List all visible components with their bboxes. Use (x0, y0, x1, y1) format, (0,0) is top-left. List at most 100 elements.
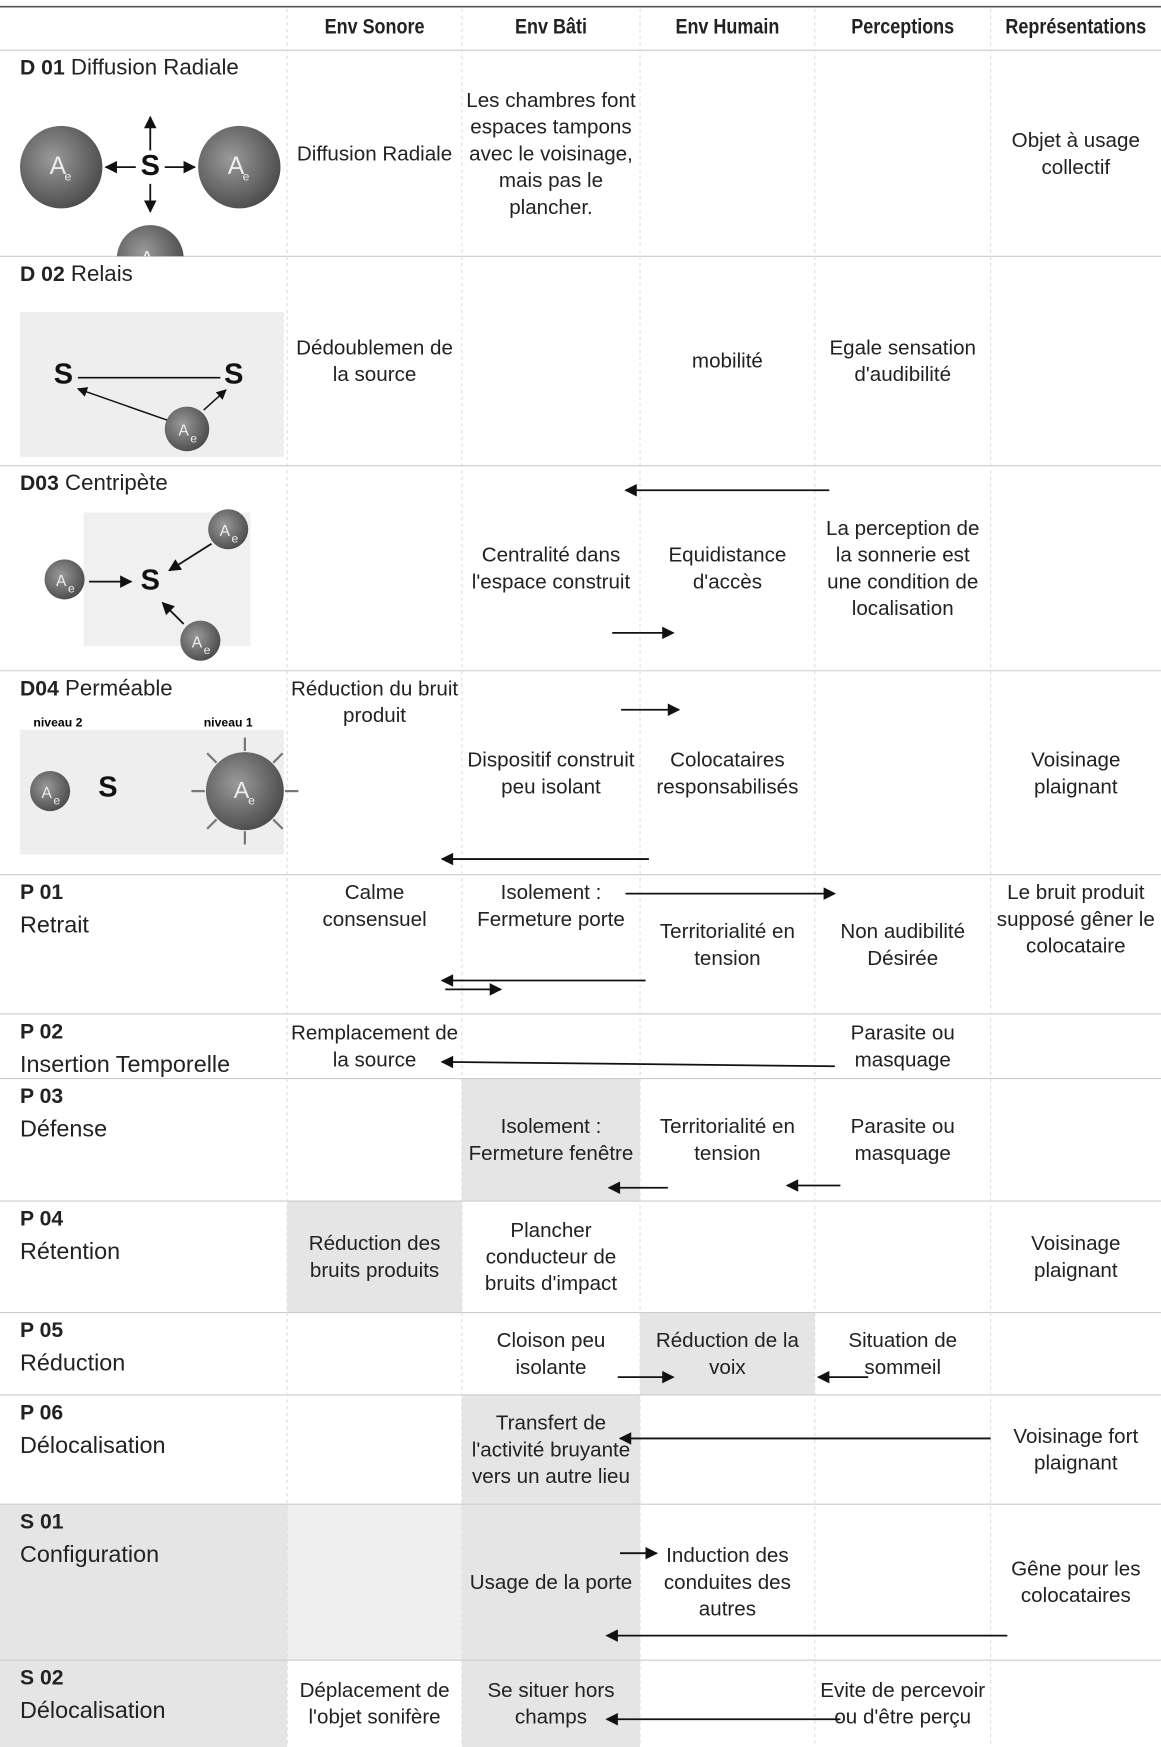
receiver-sub: e (64, 169, 71, 183)
cell-text: Plancher conducteur de bruits d'impact (484, 1217, 618, 1295)
receiver-sub: e (190, 431, 197, 445)
cell-text: Equidistance d'accès (668, 542, 787, 593)
row-label: D04 Perméable (20, 673, 173, 705)
cell-text: Voisinage fort plaignant (1013, 1423, 1139, 1475)
receiver-label: A (50, 153, 67, 180)
row-name: Insertion Temporelle (20, 1051, 231, 1078)
cell-text: Usage de la porte (469, 1569, 633, 1594)
cell-shade (461, 1078, 641, 1202)
cell-text: Diffusion Radiale (296, 140, 453, 165)
cell-text: Se situer hors champs (487, 1677, 615, 1729)
row-name: Diffusion Radiale (70, 55, 239, 81)
row-name: Retrait (20, 912, 89, 939)
cell-text: Egale sensation d'audibilité (829, 335, 976, 386)
receiver-label: A (140, 248, 154, 270)
receiver-label: A (192, 634, 203, 651)
row-code: D04 (20, 677, 59, 701)
cell-text: Voisinage plaignant (1031, 1231, 1121, 1282)
receiver-label: A (42, 785, 53, 802)
receiver-label: A (178, 423, 189, 440)
cell-text: Transfert de l'activité bruyante vers un… (471, 1410, 631, 1488)
receiver-sub: e (53, 793, 60, 807)
receiver-label: A (220, 523, 231, 540)
spike (206, 818, 218, 830)
row-name: Configuration (20, 1542, 160, 1568)
row-code: P 05 (20, 1319, 64, 1343)
cell-text: Réduction de la voix (655, 1328, 799, 1379)
receiver-circle (205, 752, 284, 831)
cell-text: Les chambres font espaces tampons avec l… (466, 87, 636, 218)
row-name: Réduction (20, 1350, 126, 1377)
cell-shade (461, 1394, 641, 1505)
row-name: Centripète (65, 471, 168, 496)
row-code: D 01 (20, 56, 65, 81)
row-code: S 01 (20, 1510, 64, 1535)
receiver-sub: e (68, 582, 75, 596)
receiver-sub: e (243, 169, 250, 183)
row-label: P 01 Retrait (20, 877, 89, 943)
row-label: S 01 Configuration (20, 1506, 159, 1572)
cell-text: Réduction des bruits produits (308, 1231, 441, 1282)
level-label: niveau 1 (204, 715, 253, 729)
cell-text: Parasite ou masquage (850, 1020, 955, 1071)
diagram-bg (20, 311, 284, 457)
source-label: S (141, 150, 160, 182)
cell-text: Dédoublemen de la source (296, 335, 453, 386)
receiver-circle (180, 620, 221, 661)
receiver-sub: e (248, 793, 255, 807)
diagram: Ae AeA e (20, 125, 281, 275)
cell-shade (0, 1504, 288, 1661)
receiver-sub: e (154, 261, 161, 275)
row-label: D 01 Diffusion Radiale (20, 52, 239, 84)
cell-shade (461, 1660, 641, 1747)
row-code: S 02 (20, 1666, 64, 1691)
cell-text: Induction des conduites des autres (663, 1543, 791, 1621)
cell-text: Déplacement de l'objet sonifère (299, 1677, 450, 1729)
column-header: Représentations (1005, 15, 1147, 39)
cell-text: Centralité dans l'espace construit (471, 542, 631, 593)
source-label: S (54, 358, 73, 390)
column-header: Env Humain (675, 15, 780, 39)
column-header: Env Bâti (515, 15, 587, 39)
cell-text: Dispositif construit peu isolant (467, 747, 635, 798)
row-code: P 02 (20, 1020, 64, 1045)
receiver-label: A (56, 573, 67, 590)
arrow (440, 1055, 835, 1069)
receiver-circle (198, 125, 281, 209)
row-label: S 02 Délocalisation (20, 1662, 166, 1728)
cell-text: Evite de percevoir ou d'être perçu (820, 1677, 986, 1729)
cell-text: Voisinage plaignant (1031, 747, 1121, 798)
row-label: P 03 Défense (20, 1081, 107, 1147)
column-header: Env Sonore (324, 15, 425, 39)
row-code: D 02 (20, 262, 65, 287)
receiver-circle (30, 771, 71, 812)
spike (272, 752, 284, 764)
receiver-circle (44, 559, 85, 600)
row-code: D03 (20, 472, 59, 496)
cell-text: Non audibilité Désirée (840, 918, 966, 969)
arrow (161, 601, 185, 625)
receiver-circle (164, 406, 210, 452)
receiver-sub: e (231, 532, 238, 546)
cell-shade (287, 1201, 462, 1313)
cell-text: Gêne pour les colocataires (1011, 1556, 1141, 1607)
receiver-label: A (228, 153, 245, 180)
cell-text: Territorialité en tension (659, 918, 795, 969)
spike (206, 752, 218, 764)
cell-text: Objet à usage collectif (1011, 127, 1140, 178)
cell-text: La perception de la sonnerie est une con… (826, 515, 980, 620)
row-code: P 04 (20, 1207, 64, 1232)
column-header: Perceptions (851, 15, 955, 39)
cell-text: Remplacement de la source (290, 1020, 459, 1071)
cell-text: mobilité (691, 348, 763, 373)
row-label: P 04 Rétention (20, 1203, 120, 1269)
cell-text: Le bruit produit supposé gêner le coloca… (996, 880, 1155, 958)
cell-text: Territorialité en tension (659, 1114, 795, 1165)
cell-text: Colocataires responsabilisés (656, 747, 799, 798)
cell-text: Isolement : Fermeture porte (477, 880, 625, 931)
cell-text: Réduction du bruit produit (290, 676, 459, 727)
row-name: Délocalisation (20, 1698, 166, 1724)
receiver-circle (116, 225, 184, 257)
